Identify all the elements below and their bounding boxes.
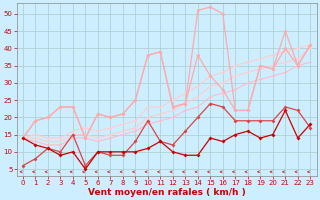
X-axis label: Vent moyen/en rafales ( km/h ): Vent moyen/en rafales ( km/h ): [88, 188, 245, 197]
